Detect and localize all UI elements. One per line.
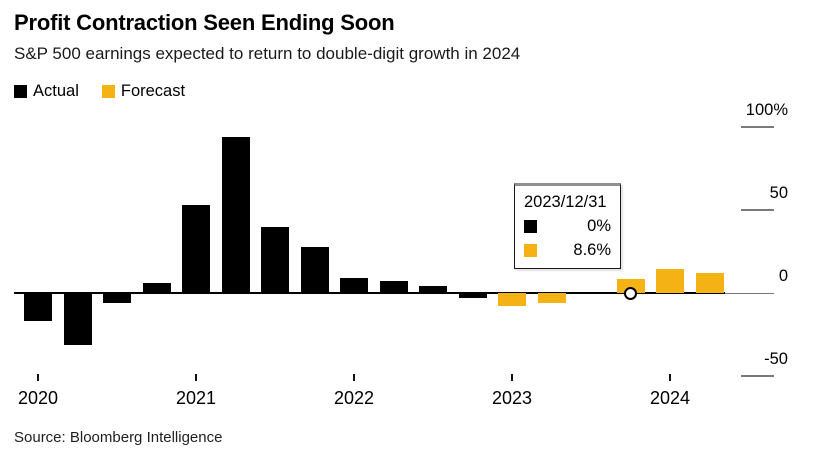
actual-bar-2021-q3[interactable] xyxy=(261,226,289,293)
forecast-bar-2024-q2[interactable] xyxy=(695,273,724,293)
x-tick-mark xyxy=(511,374,513,381)
tooltip-row-actual: 0% xyxy=(524,217,611,236)
actual-bar-2021-q2[interactable] xyxy=(221,136,250,293)
forecast-bar-2023-q2[interactable] xyxy=(537,293,566,303)
legend: Actual Forecast xyxy=(14,82,185,101)
tooltip-forecast-value: 8.6% xyxy=(573,241,611,259)
forecast-bar-2023-q1[interactable] xyxy=(498,293,526,307)
forecast-bar-2023-q4[interactable] xyxy=(616,278,645,294)
y-tick-mark xyxy=(741,126,774,128)
legend-label-actual: Actual xyxy=(33,82,79,100)
actual-bar-2021-q1[interactable] xyxy=(182,205,210,294)
actual-bar-2020-q2[interactable] xyxy=(63,293,92,345)
forecast-bar-2024-q1[interactable] xyxy=(656,268,684,294)
legend-item-actual: Actual xyxy=(14,82,79,101)
source-attribution: Source: Bloomberg Intelligence xyxy=(14,429,223,446)
legend-label-forecast: Forecast xyxy=(120,82,186,100)
actual-zero-marker[interactable] xyxy=(624,286,637,300)
actual-bar-2021-q4[interactable] xyxy=(300,246,329,294)
x-tick-mark xyxy=(195,374,197,381)
x-tick-label: 2023 xyxy=(491,388,533,408)
y-tick-label: -50 xyxy=(764,350,788,368)
actual-bar-2022-q4[interactable] xyxy=(458,293,487,298)
x-tick-label: 2022 xyxy=(333,388,375,408)
tooltip: 2023/12/31 0% 8.6% xyxy=(514,183,621,269)
y-tick-label: 0 xyxy=(778,267,788,285)
x-tick-mark xyxy=(37,374,39,381)
legend-item-forecast: Forecast xyxy=(101,82,186,101)
x-tick-label: 2024 xyxy=(649,388,691,408)
actual-bar-2022-q2[interactable] xyxy=(379,281,408,293)
actual-bar-2020-q4[interactable] xyxy=(142,283,171,294)
y-tick-mark xyxy=(741,209,774,211)
actual-swatch-icon xyxy=(524,220,537,233)
tooltip-date: 2023/12/31 xyxy=(524,193,607,211)
x-tick-mark xyxy=(353,374,355,381)
tooltip-row-forecast: 8.6% xyxy=(524,241,611,260)
y-tick-label: 50 xyxy=(769,184,788,202)
x-tick-mark xyxy=(669,374,671,381)
actual-bar-2022-q1[interactable] xyxy=(340,278,368,293)
actual-swatch-icon xyxy=(14,85,27,98)
chart-subtitle: S&P 500 earnings expected to return to d… xyxy=(14,44,521,63)
x-axis-line xyxy=(14,292,725,294)
chart-title: Profit Contraction Seen Ending Soon xyxy=(14,10,395,35)
actual-bar-2020-q1[interactable] xyxy=(24,293,52,322)
forecast-swatch-icon xyxy=(524,244,537,257)
y-tick-mark xyxy=(741,375,774,377)
x-tick-label: 2020 xyxy=(17,388,59,408)
tooltip-actual-value: 0% xyxy=(587,217,611,235)
actual-bar-2022-q3[interactable] xyxy=(419,285,447,294)
x-axis-line-extension xyxy=(725,292,774,294)
actual-bar-2020-q3[interactable] xyxy=(103,293,131,303)
forecast-swatch-icon xyxy=(101,85,115,98)
x-tick-label: 2021 xyxy=(175,388,217,408)
y-tick-label: 100% xyxy=(745,101,788,119)
